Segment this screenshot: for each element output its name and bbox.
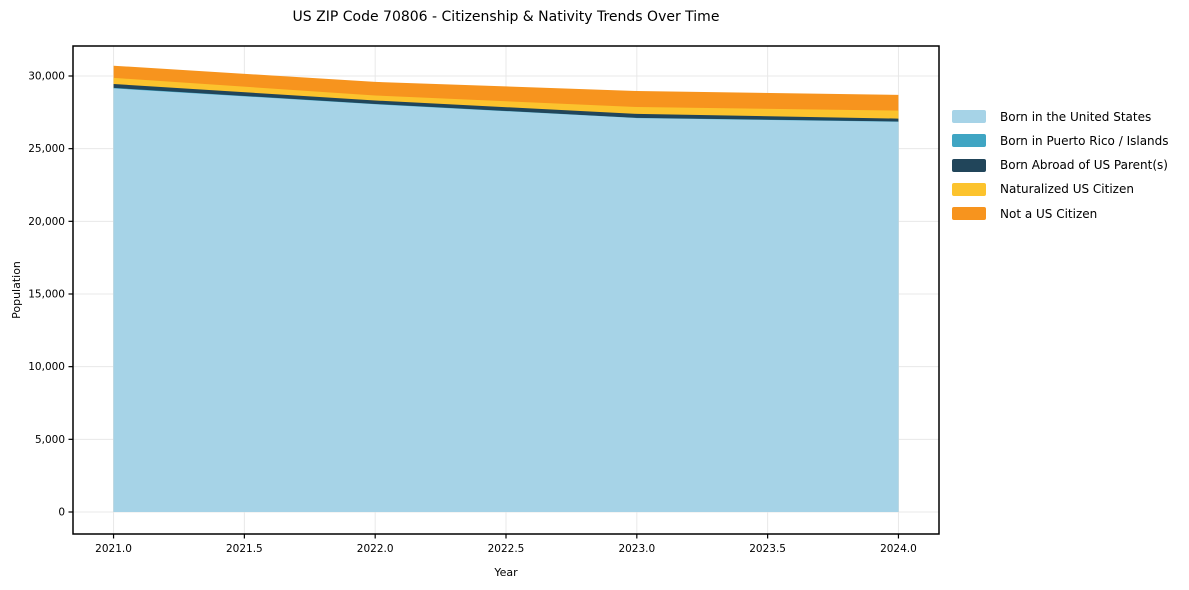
y-axis-label: Population <box>10 261 23 319</box>
legend-swatch-icon <box>952 207 986 221</box>
x-tick-label: 2023.0 <box>618 543 655 555</box>
y-tick-label: 25,000 <box>28 143 65 155</box>
area-series-0 <box>113 88 899 513</box>
x-tick-label: 2023.5 <box>749 543 786 555</box>
legend-swatch-icon <box>952 158 986 172</box>
legend-item: Naturalized US Citizen <box>952 182 1169 197</box>
x-tick-label: 2021.5 <box>226 543 263 555</box>
x-tick-label: 2024.0 <box>880 543 917 555</box>
axis-ticks <box>68 75 900 539</box>
y-tick-label: 20,000 <box>28 216 65 228</box>
legend-swatch-icon <box>952 182 986 196</box>
legend-label: Born in Puerto Rico / Islands <box>1000 133 1169 148</box>
legend-item: Born in Puerto Rico / Islands <box>952 133 1169 148</box>
legend: Born in the United States Born in Puerto… <box>952 110 1169 231</box>
y-tick-label: 15,000 <box>28 288 65 300</box>
legend-swatch-icon <box>952 110 986 123</box>
y-tick-label: 5,000 <box>35 434 65 446</box>
x-tick-label: 2022.5 <box>488 543 525 555</box>
chart-title: US ZIP Code 70806 - Citizenship & Nativi… <box>292 9 720 25</box>
legend-item: Born in the United States <box>952 109 1169 124</box>
stacked-areas <box>113 65 899 513</box>
x-axis-label: Year <box>493 566 518 579</box>
x-tick-label: 2021.0 <box>95 543 132 555</box>
legend-label: Born Abroad of US Parent(s) <box>1000 158 1168 173</box>
y-tick-label: 0 <box>58 506 65 518</box>
y-tick-label: 30,000 <box>28 70 65 82</box>
legend-label: Naturalized US Citizen <box>1000 182 1134 197</box>
legend-item: Born Abroad of US Parent(s) <box>952 158 1169 173</box>
legend-swatch-icon <box>952 134 986 148</box>
y-tick-label: 10,000 <box>28 361 65 373</box>
legend-label: Born in the United States <box>1000 109 1152 124</box>
x-tick-label: 2022.0 <box>357 543 394 555</box>
legend-item: Not a US Citizen <box>952 206 1169 221</box>
legend-label: Not a US Citizen <box>1000 206 1098 221</box>
